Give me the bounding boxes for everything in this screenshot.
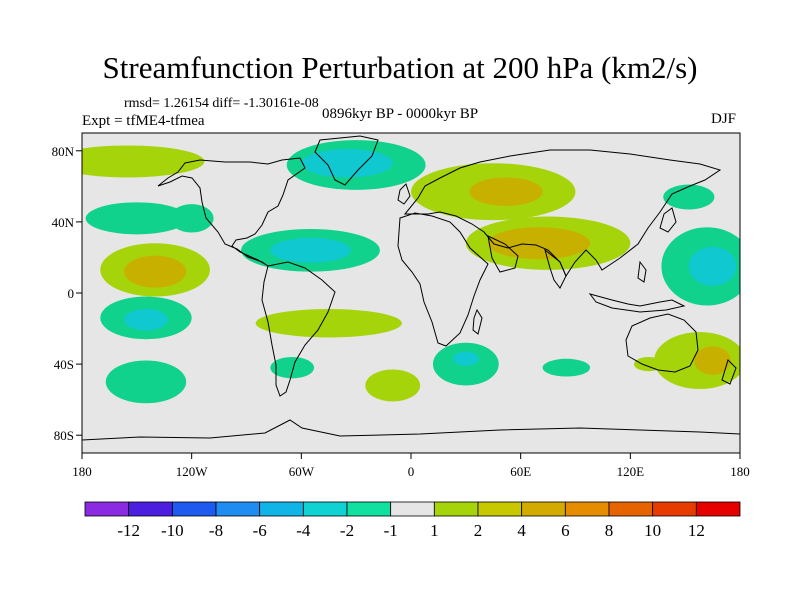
coastline-australia	[625, 313, 699, 373]
axis-ticks: 180 120W 60W 0 60E 120E 180 80N 40N 0 40S 80S	[52, 144, 750, 479]
colorbar-swatch	[302, 501, 348, 517]
coastline-arabia	[487, 235, 519, 273]
coastline-japan	[659, 207, 677, 233]
anomaly-south-atlantic-high-2	[365, 369, 421, 402]
colorbar-swatch	[390, 501, 435, 517]
colorbar-swatch	[171, 501, 217, 517]
map-background	[82, 133, 740, 453]
plot-title: Streamfunction Perturbation at 200 hPa (…	[102, 50, 698, 85]
x-tick-label: 180	[72, 464, 92, 479]
coastline-south-america	[261, 261, 336, 397]
colorbar-label: -6	[253, 521, 267, 540]
colorbar-swatch	[652, 501, 697, 517]
coastline-north-america	[157, 157, 306, 267]
coastline-africa	[397, 212, 489, 347]
colorbar-swatch	[521, 501, 566, 517]
anomaly-europe-high-core	[469, 177, 543, 206]
coastline-philippines	[637, 260, 647, 283]
colorbar-swatch	[695, 501, 741, 517]
colorbar-label: 4	[517, 521, 526, 540]
coastline-new-zealand	[721, 359, 737, 385]
anomaly-south-atlantic-high	[255, 309, 402, 338]
anomaly-north-pacific-high	[82, 145, 205, 178]
anomaly-australia-high-core	[694, 346, 731, 375]
anomaly-north-america-low	[169, 204, 214, 233]
colorbar-label: 6	[561, 521, 570, 540]
coastline-india	[544, 248, 567, 289]
stats-text: rmsd= 1.26154 diff= -1.30161e-08	[124, 96, 319, 111]
anomaly-south-africa-low-core	[453, 351, 479, 366]
colorbar-swatch	[433, 501, 479, 517]
anomaly-east-pacific-low-south-core	[124, 309, 168, 331]
anomaly-west-pacific-low-core	[688, 246, 737, 286]
coastline-eurasia	[403, 149, 722, 278]
colorbar: -12 -10 -8 -6 -4 -2 -1 1 2 4 6 8 10 12	[84, 501, 741, 540]
colorbar-swatch	[259, 501, 304, 517]
colorbar-swatch	[346, 501, 392, 517]
colorbar-label: -8	[209, 521, 223, 540]
colorbar-label: 2	[474, 521, 483, 540]
anomaly-indian-ocean-low	[542, 358, 591, 377]
x-tick-label: 180	[730, 464, 750, 479]
coastline-antarctica	[82, 419, 740, 441]
x-tick-label: 60W	[289, 464, 315, 479]
colorbar-label: -1	[384, 521, 398, 540]
colorbar-label: -2	[340, 521, 354, 540]
colorbar-label: 8	[605, 521, 614, 540]
x-tick-label: 120E	[617, 464, 645, 479]
coastlines	[82, 135, 740, 441]
x-tick-label: 120W	[176, 464, 209, 479]
colorbar-swatch	[564, 501, 610, 517]
y-tick-label: 40S	[54, 357, 74, 372]
coastline-uk	[397, 183, 411, 205]
colorbar-swatch	[128, 501, 173, 517]
colorbar-label: 10	[644, 521, 661, 540]
anomaly-atlantic-low-core	[270, 237, 351, 263]
x-tick-label: 0	[408, 464, 415, 479]
season-label: DJF	[711, 111, 737, 127]
y-tick-label: 40N	[52, 215, 75, 230]
period-label: 0896kyr BP - 0000kyr BP	[322, 106, 479, 122]
x-tick-label: 60E	[510, 464, 531, 479]
y-tick-label: 80S	[54, 428, 74, 443]
coastline-indonesia	[588, 293, 686, 313]
colorbar-label: -12	[117, 521, 140, 540]
y-tick-label: 80N	[52, 144, 75, 159]
anomaly-greenland-low-core	[301, 149, 393, 178]
anomaly-pacific-low-north	[85, 202, 189, 235]
coastline-madagascar	[472, 308, 483, 335]
colorbar-swatch	[608, 501, 654, 517]
coastline-greenland	[314, 135, 379, 186]
colorbar-label: -4	[296, 521, 311, 540]
anomaly-south-pacific-low	[105, 360, 187, 404]
colorbar-swatch	[477, 501, 523, 517]
anomaly-west-atlantic-low	[663, 184, 715, 210]
y-tick-label: 0	[68, 286, 75, 301]
colorbar-label: 1	[430, 521, 439, 540]
anomaly-pacific-high-core	[124, 255, 187, 288]
colorbar-swatch	[215, 501, 261, 517]
experiment-label: Expt = tfME4-tfmea	[82, 113, 205, 129]
colorbar-label: 12	[688, 521, 705, 540]
anomaly-south-america-low	[270, 357, 315, 379]
colorbar-label: -10	[161, 521, 184, 540]
anomaly-regions	[82, 140, 740, 404]
colorbar-swatch	[84, 501, 130, 517]
